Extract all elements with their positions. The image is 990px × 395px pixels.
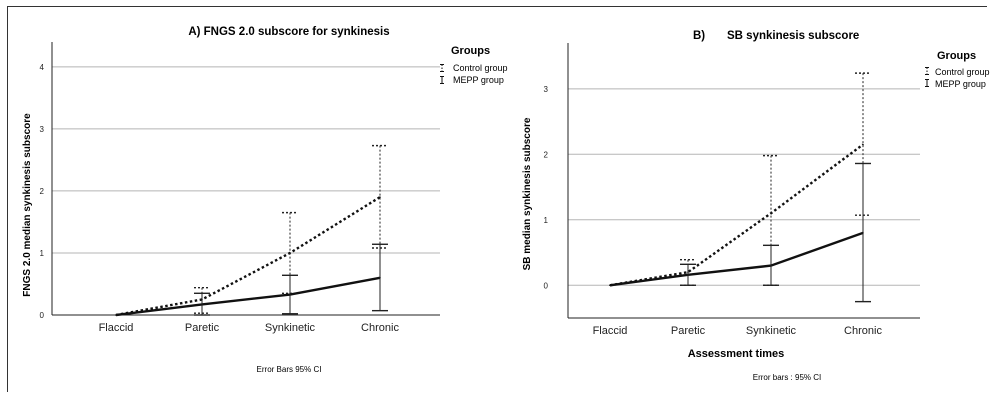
chart-a-y-label: FNGS 2.0 median synkinesis subscore bbox=[22, 113, 33, 297]
chart-a-point-control bbox=[379, 196, 381, 198]
chart-a-x-tick-label: Paretic bbox=[185, 322, 220, 334]
chart-a-y-tick-label: 2 bbox=[40, 187, 45, 196]
chart-a-x-tick-label: Chronic bbox=[361, 322, 399, 334]
chart-b-x-label: Assessment times bbox=[688, 348, 785, 360]
chart-b-error-bar-mepp bbox=[680, 263, 696, 286]
chart-a-legend-icon-control bbox=[440, 64, 444, 72]
chart-a-legend-icon-mepp bbox=[440, 76, 444, 84]
chart-b-legend-label-mepp: MEPP group bbox=[935, 79, 986, 89]
chart-b-error-bar-mepp bbox=[855, 162, 871, 303]
chart-b-y-label: SB median synkinesis subscore bbox=[522, 117, 533, 270]
chart-b-point-mepp bbox=[609, 284, 611, 287]
chart-b-x-tick-label: Chronic bbox=[844, 325, 882, 337]
chart-b-line-control bbox=[609, 143, 864, 287]
chart-b-point-control bbox=[862, 143, 864, 146]
chart-b-y-tick-label: 0 bbox=[544, 281, 549, 290]
chart-a-note: Error Bars 95% CI bbox=[257, 365, 322, 374]
chart-a-x-tick-label: Synkinetic bbox=[265, 322, 316, 334]
chart-b-y-tick-label: 2 bbox=[544, 150, 549, 159]
chart-b-legend-icon-mepp bbox=[925, 79, 929, 87]
chart-a-line-control bbox=[115, 196, 381, 317]
chart-a-error-bar-mepp bbox=[372, 243, 388, 312]
chart-a-y-tick-label: 0 bbox=[40, 311, 45, 320]
chart-b-y-tick-label: 1 bbox=[544, 216, 549, 225]
chart-a-title: A) FNGS 2.0 subscore for synkinesis bbox=[188, 26, 389, 38]
chart-b-panel-label: B) bbox=[693, 30, 705, 42]
chart-a-y-tick-label: 4 bbox=[40, 63, 45, 72]
chart-b-note: Error bars : 95% CI bbox=[753, 373, 821, 382]
chart-a-legend-title: Groups bbox=[451, 45, 490, 57]
chart-a-y-tick-label: 1 bbox=[40, 249, 45, 258]
chart-b-legend-title: Groups bbox=[937, 50, 976, 62]
chart-a-line-mepp bbox=[115, 276, 381, 317]
chart-a-legend-label-mepp: MEPP group bbox=[453, 75, 504, 85]
chart-a-x-tick-label: Flaccid bbox=[99, 322, 134, 334]
chart-b-line-mepp bbox=[609, 231, 864, 287]
chart-a-legend-label-control: Control group bbox=[453, 63, 508, 73]
chart-b-y-tick-label: 3 bbox=[544, 85, 549, 94]
chart-b-legend-icon-control bbox=[925, 67, 929, 75]
chart-b-title: SB synkinesis subscore bbox=[727, 30, 859, 42]
chart-a: A) FNGS 2.0 subscore for synkinesis FNGS… bbox=[22, 26, 508, 374]
chart-a-point-mepp bbox=[115, 314, 117, 316]
chart-a-y-tick-label: 3 bbox=[40, 125, 45, 134]
chart-b-x-tick-label: Flaccid bbox=[593, 325, 628, 337]
chart-b-x-tick-label: Paretic bbox=[671, 325, 706, 337]
figure-frame bbox=[7, 6, 987, 392]
chart-b-legend-label-control: Control group bbox=[935, 67, 990, 77]
chart-b-x-tick-label: Synkinetic bbox=[746, 325, 797, 337]
chart-a-error-bar-mepp bbox=[194, 292, 210, 316]
chart-a-error-bar-mepp bbox=[282, 274, 298, 315]
chart-b: B) SB synkinesis subscore SB median synk… bbox=[522, 30, 990, 382]
chart-b-error-bar-mepp bbox=[763, 244, 779, 286]
